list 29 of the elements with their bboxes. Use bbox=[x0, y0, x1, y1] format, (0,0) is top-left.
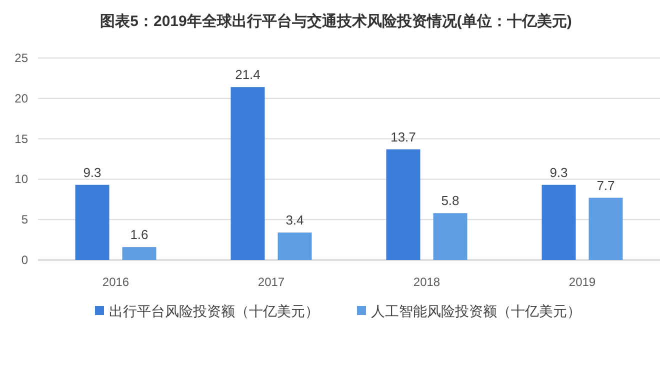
legend-label: 人工智能风险投资额（十亿美元） bbox=[371, 303, 581, 319]
data-label: 7.7 bbox=[596, 178, 615, 193]
bar bbox=[230, 87, 265, 260]
y-tick-label: 25 bbox=[14, 51, 28, 65]
data-label: 5.8 bbox=[441, 193, 460, 208]
bar bbox=[542, 184, 576, 260]
data-label: 9.3 bbox=[83, 164, 102, 180]
y-tick-label: 10 bbox=[14, 172, 28, 186]
x-tick-label: 2018 bbox=[413, 275, 440, 289]
chart-title: 图表5：2019年全球出行平台与交通技术风险投资情况(单位：十亿美元) bbox=[100, 12, 572, 30]
data-label: 21.4 bbox=[235, 67, 260, 82]
bar bbox=[433, 213, 468, 260]
y-tick-label: 0 bbox=[21, 253, 28, 267]
data-label: 13.7 bbox=[390, 129, 416, 144]
x-tick-label: 2019 bbox=[568, 275, 596, 289]
bar bbox=[386, 149, 420, 260]
bar bbox=[75, 184, 110, 260]
data-label: 9.3 bbox=[550, 164, 568, 180]
y-tick-label: 5 bbox=[21, 212, 28, 227]
y-tick-label: 20 bbox=[14, 91, 28, 106]
y-tick-label: 15 bbox=[14, 132, 28, 146]
data-label: 3.4 bbox=[286, 212, 304, 228]
data-label: 1.6 bbox=[130, 227, 148, 242]
bar bbox=[588, 198, 623, 260]
bar bbox=[278, 232, 312, 260]
x-tick-label: 2016 bbox=[102, 275, 130, 289]
bar bbox=[122, 247, 156, 260]
legend-label: 出行平台风险投资额（十亿美元） bbox=[109, 303, 319, 319]
x-tick-label: 2017 bbox=[258, 275, 285, 289]
